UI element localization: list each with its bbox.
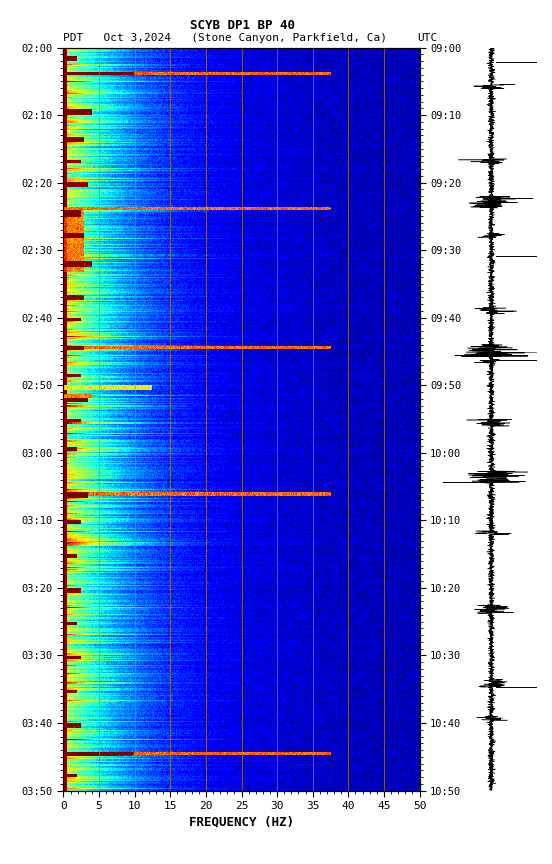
Text: PDT   Oct 3,2024   (Stone Canyon, Parkfield, Ca): PDT Oct 3,2024 (Stone Canyon, Parkfield,… (63, 33, 388, 43)
X-axis label: FREQUENCY (HZ): FREQUENCY (HZ) (189, 815, 294, 828)
Text: UTC: UTC (417, 33, 437, 43)
Text: SCYB DP1 BP 40: SCYB DP1 BP 40 (190, 19, 295, 32)
